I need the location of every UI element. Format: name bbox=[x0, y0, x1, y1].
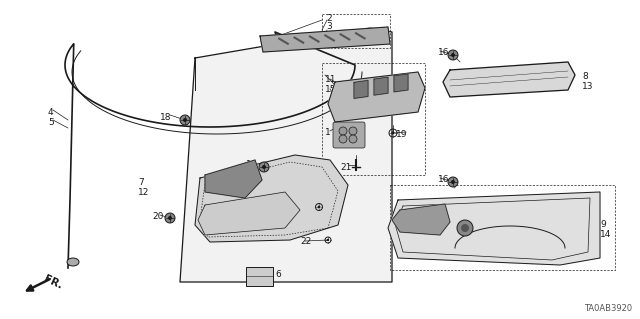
Circle shape bbox=[183, 118, 187, 122]
Text: 7: 7 bbox=[138, 178, 144, 187]
Text: 4: 4 bbox=[48, 108, 54, 117]
Polygon shape bbox=[195, 155, 348, 242]
Polygon shape bbox=[180, 28, 392, 282]
Text: 12: 12 bbox=[138, 188, 149, 197]
Text: 17: 17 bbox=[450, 238, 461, 247]
Circle shape bbox=[327, 239, 329, 241]
Text: 16: 16 bbox=[438, 175, 449, 184]
Bar bbox=[246, 267, 273, 286]
Polygon shape bbox=[443, 62, 575, 97]
Polygon shape bbox=[260, 27, 390, 52]
Circle shape bbox=[448, 50, 458, 60]
Circle shape bbox=[259, 162, 269, 172]
Circle shape bbox=[180, 115, 190, 125]
Circle shape bbox=[392, 131, 395, 135]
Polygon shape bbox=[354, 80, 368, 98]
Text: 16: 16 bbox=[246, 160, 257, 169]
Polygon shape bbox=[392, 204, 450, 235]
Circle shape bbox=[451, 53, 455, 57]
Polygon shape bbox=[198, 192, 300, 235]
Text: 15: 15 bbox=[325, 85, 337, 94]
Polygon shape bbox=[205, 160, 262, 198]
Text: 8: 8 bbox=[582, 72, 588, 81]
Text: 16: 16 bbox=[438, 48, 449, 57]
Circle shape bbox=[165, 213, 175, 223]
Circle shape bbox=[262, 165, 266, 169]
Text: 14: 14 bbox=[600, 230, 611, 239]
Text: TA0AB3920: TA0AB3920 bbox=[584, 304, 632, 313]
Circle shape bbox=[349, 135, 357, 143]
Text: 1: 1 bbox=[325, 128, 331, 137]
Circle shape bbox=[451, 180, 455, 184]
Text: 18: 18 bbox=[160, 113, 172, 122]
Circle shape bbox=[168, 216, 172, 220]
Text: 3: 3 bbox=[326, 22, 332, 31]
Circle shape bbox=[339, 135, 347, 143]
Text: FR.: FR. bbox=[42, 273, 64, 291]
Circle shape bbox=[349, 127, 357, 135]
Text: 20: 20 bbox=[152, 212, 163, 221]
Text: 6: 6 bbox=[275, 270, 281, 279]
Polygon shape bbox=[374, 77, 388, 95]
Text: 5: 5 bbox=[48, 118, 54, 127]
Circle shape bbox=[339, 127, 347, 135]
Circle shape bbox=[461, 224, 469, 232]
Text: 2: 2 bbox=[326, 14, 332, 23]
Circle shape bbox=[457, 220, 473, 236]
Text: 10: 10 bbox=[298, 203, 310, 212]
Text: 9: 9 bbox=[600, 220, 605, 229]
Text: 22: 22 bbox=[300, 237, 311, 246]
Text: 19: 19 bbox=[396, 130, 408, 139]
Circle shape bbox=[317, 206, 321, 208]
Polygon shape bbox=[394, 74, 408, 92]
Ellipse shape bbox=[67, 258, 79, 266]
Text: 11: 11 bbox=[325, 75, 337, 84]
Polygon shape bbox=[388, 192, 600, 265]
Text: 13: 13 bbox=[582, 82, 593, 91]
Circle shape bbox=[448, 177, 458, 187]
Polygon shape bbox=[328, 72, 425, 122]
Text: 21: 21 bbox=[340, 163, 351, 172]
FancyBboxPatch shape bbox=[333, 122, 365, 148]
